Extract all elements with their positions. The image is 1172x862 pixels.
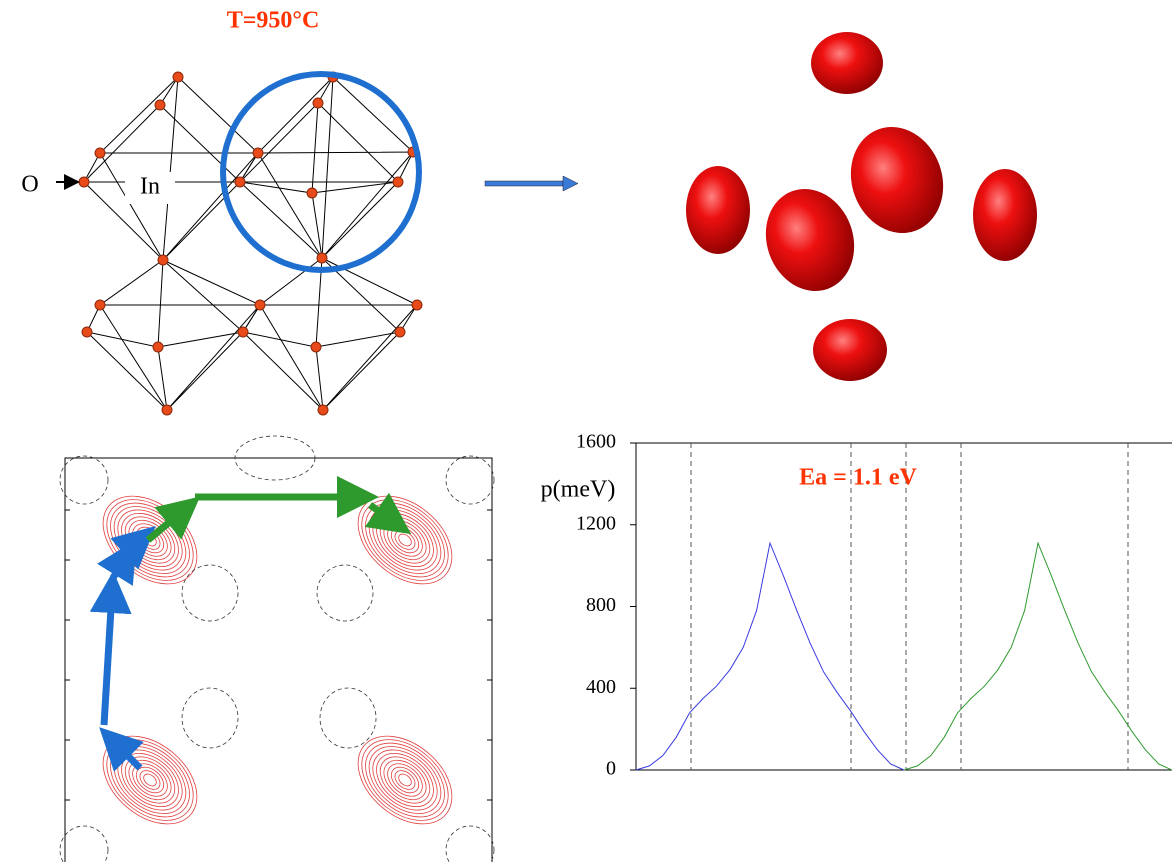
- y-tick-label: 400: [586, 676, 616, 698]
- energy-line: [635, 541, 905, 771]
- energy-chart: [635, 442, 1172, 771]
- activation-energy: Ea = 1.1 eV: [799, 465, 917, 491]
- density-blobs: [686, 32, 1037, 381]
- y-tick-label: 0: [606, 758, 616, 780]
- y-tick-label: 1600: [576, 431, 616, 453]
- y-tick-label: 1200: [576, 512, 616, 534]
- y-axis-label: p(meV): [541, 477, 616, 503]
- temperature: T=950°C: [227, 8, 320, 34]
- oxygen-label: O: [21, 172, 38, 198]
- y-tick-label: 800: [586, 594, 616, 616]
- energy-line: [903, 541, 1172, 771]
- transition-arrow: [484, 175, 579, 192]
- indium-label: In: [140, 174, 160, 200]
- contour-map: [59, 435, 495, 862]
- crystal-structure: [56, 71, 423, 416]
